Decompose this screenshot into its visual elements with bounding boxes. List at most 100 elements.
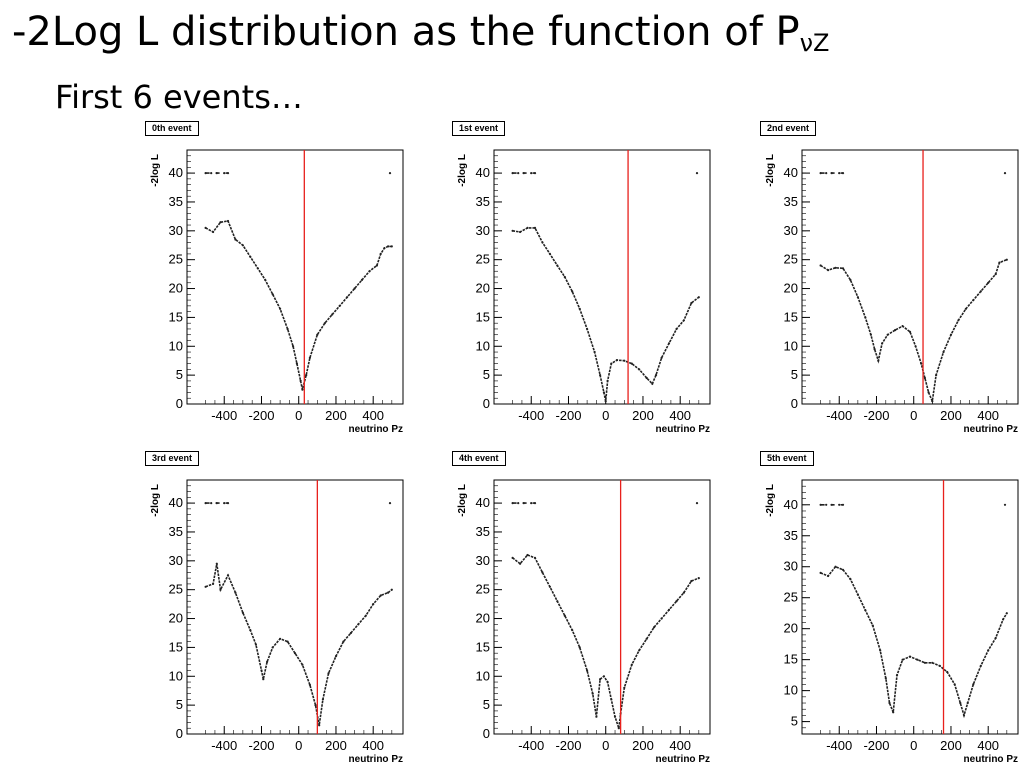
data-point	[215, 172, 218, 175]
data-point	[308, 683, 311, 686]
data-point	[578, 307, 581, 310]
data-series-0	[819, 565, 1008, 719]
data-point	[966, 701, 969, 705]
data-point	[972, 299, 975, 302]
data-point	[591, 692, 594, 695]
data-point	[264, 278, 267, 281]
data-series-2	[695, 502, 699, 505]
data-point	[871, 624, 874, 627]
chart-title: 4th event	[452, 451, 506, 466]
series-curve	[820, 565, 1008, 719]
data-point	[586, 669, 589, 672]
y-tick-label: 10	[169, 668, 183, 683]
data-point	[916, 658, 919, 661]
data-point	[215, 502, 218, 505]
data-point	[894, 329, 897, 332]
y-tick-label: 40	[169, 165, 183, 180]
slide-title-text: -2Log L distribution as the function of …	[12, 9, 800, 55]
data-point	[877, 359, 880, 362]
data-point	[606, 379, 609, 382]
data-point	[697, 296, 700, 299]
data-point	[511, 172, 514, 175]
data-series-2	[388, 502, 392, 505]
data-point	[849, 578, 852, 581]
data-point	[299, 379, 302, 382]
data-point	[295, 362, 298, 365]
y-tick-label: 40	[784, 497, 798, 512]
data-point	[841, 503, 845, 506]
data-point	[517, 172, 520, 175]
x-tick-label: 400	[669, 738, 691, 753]
x-tick-label: 200	[325, 738, 347, 753]
x-tick-label: -200	[863, 408, 889, 423]
data-point	[305, 374, 308, 377]
data-point	[522, 172, 525, 175]
data-point	[533, 226, 537, 229]
y-tick-label: 40	[476, 165, 490, 180]
data-point	[682, 319, 685, 322]
y-tick-label: 15	[784, 652, 798, 667]
data-point	[623, 359, 626, 362]
data-point	[541, 241, 544, 244]
y-tick-label: 35	[169, 524, 183, 539]
x-tick-label: 400	[362, 408, 384, 423]
data-point	[886, 333, 889, 336]
data-point	[841, 172, 845, 175]
x-axis-title: neutrino Pz	[964, 424, 1018, 435]
data-point	[357, 623, 360, 626]
data-point	[879, 649, 882, 652]
chart-panel-1: 1st event 0 5 10 15 20 25 30 35 40 -400 -200 0 200 400…	[452, 121, 722, 437]
data-point	[931, 400, 934, 403]
y-tick-label: 5	[176, 367, 183, 382]
data-series-1	[204, 502, 230, 505]
data-point	[962, 714, 966, 717]
data-series-2	[1003, 503, 1007, 506]
y-tick-label: 5	[176, 697, 183, 712]
data-point	[271, 646, 274, 649]
data-point	[610, 362, 613, 365]
data-point	[517, 502, 520, 505]
data-point	[949, 333, 953, 336]
data-point	[864, 316, 867, 319]
data-point	[884, 677, 887, 680]
data-point	[223, 502, 226, 505]
y-tick-label: 20	[784, 281, 798, 296]
y-tick-label: 20	[784, 621, 798, 636]
data-point	[219, 221, 222, 224]
data-point	[830, 503, 833, 506]
y-tick-label: 30	[476, 553, 490, 568]
data-point	[533, 556, 537, 559]
data-point	[346, 296, 349, 299]
data-point	[931, 661, 934, 664]
data-point	[387, 245, 390, 248]
data-point	[695, 172, 699, 175]
y-tick-label: 30	[169, 223, 183, 238]
x-tick-label: 200	[632, 738, 654, 753]
y-tick-label: 25	[169, 582, 183, 597]
chart-title: 2nd event	[760, 121, 817, 136]
y-axis-title: -2log L	[765, 154, 776, 187]
data-point	[935, 374, 938, 377]
data-point	[660, 356, 663, 359]
data-point	[388, 172, 392, 175]
data-point	[387, 591, 390, 594]
y-tick-label: 10	[784, 683, 798, 698]
data-point	[819, 503, 822, 506]
data-point	[923, 376, 926, 380]
data-point	[645, 637, 648, 640]
data-point	[556, 264, 559, 267]
data-point	[994, 273, 997, 276]
data-point	[353, 287, 356, 290]
data-point	[586, 327, 589, 331]
x-tick-label: 400	[977, 738, 999, 753]
chart-svg: 0 5 10 15 20 25 30 35 40 -400 -200 0 200 400neutrino …	[457, 479, 711, 765]
chart-title: 1st event	[452, 121, 506, 136]
data-point	[957, 319, 960, 322]
data-point	[892, 711, 895, 714]
data-point	[838, 172, 841, 175]
y-tick-label: 15	[169, 309, 183, 324]
x-tick-label: 400	[669, 408, 691, 423]
y-tick-label: 15	[169, 639, 183, 654]
y-tick-label: 10	[784, 338, 798, 353]
y-tick-label: 10	[476, 668, 490, 683]
